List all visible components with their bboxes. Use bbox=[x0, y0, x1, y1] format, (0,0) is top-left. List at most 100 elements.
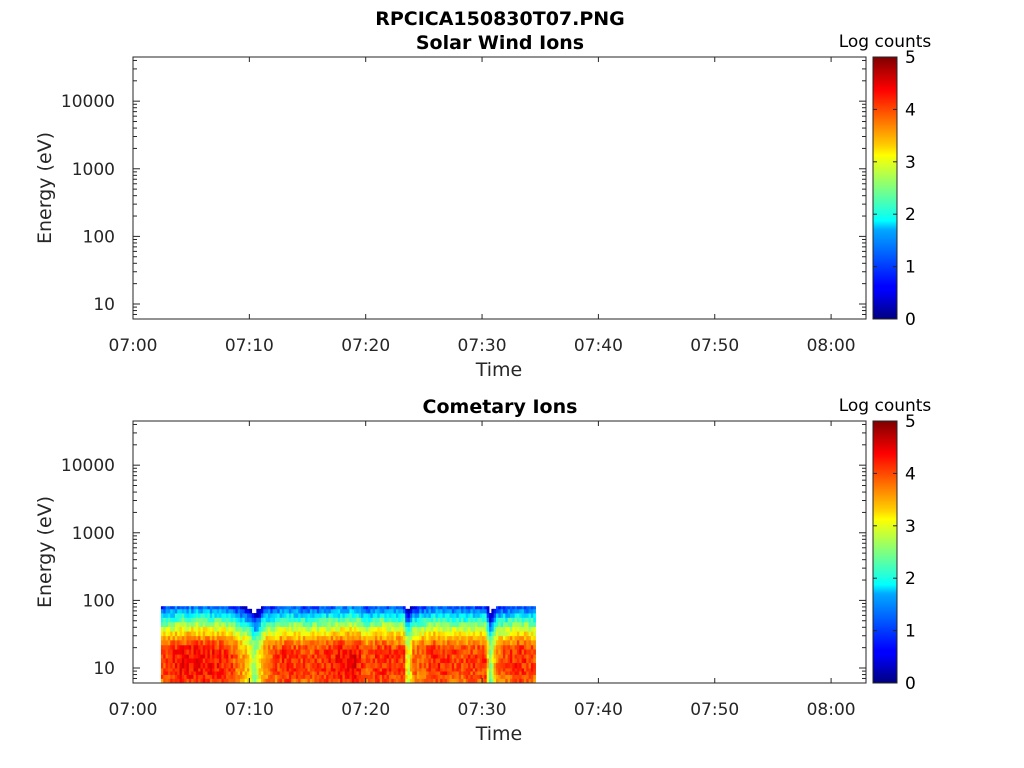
spectrogram-cell bbox=[500, 639, 504, 646]
spectrogram-cell bbox=[356, 617, 360, 623]
spectrogram-cell bbox=[377, 626, 381, 632]
spectrogram-cell bbox=[191, 671, 194, 675]
spectrogram-cell bbox=[247, 639, 250, 646]
spectrogram-cell bbox=[254, 671, 257, 675]
spectrogram-cell bbox=[461, 613, 464, 618]
spectrogram-cell bbox=[465, 631, 469, 637]
x-axis-label: Time bbox=[475, 723, 523, 745]
spectrogram-cell bbox=[202, 674, 206, 679]
spectrogram-cell bbox=[328, 613, 332, 618]
spectrogram-cell bbox=[265, 617, 269, 623]
spectrogram-cell bbox=[186, 668, 190, 672]
spectrogram-cell bbox=[184, 678, 187, 684]
spectrogram-cell bbox=[181, 606, 185, 610]
spectrogram-cell bbox=[205, 674, 208, 679]
spectrogram-cell bbox=[165, 654, 169, 659]
spectrogram-cell bbox=[247, 626, 250, 632]
spectrogram-cell bbox=[293, 654, 297, 659]
spectrogram-cell bbox=[165, 626, 169, 632]
spectrogram-cell bbox=[465, 671, 469, 675]
spectrogram-cell bbox=[284, 654, 287, 659]
spectrogram-cell bbox=[298, 671, 301, 675]
spectrogram-cell bbox=[400, 644, 404, 650]
spectrogram-cell bbox=[496, 658, 499, 664]
spectrogram-cell bbox=[237, 678, 241, 684]
spectrogram-cell bbox=[186, 613, 190, 618]
spectrogram-cell bbox=[249, 658, 253, 664]
spectrogram-cell bbox=[251, 662, 255, 669]
spectrogram-cell bbox=[316, 674, 320, 679]
spectrogram-cell bbox=[496, 654, 499, 659]
spectrogram-cell bbox=[400, 654, 404, 659]
spectrogram-cell bbox=[381, 613, 385, 618]
spectrogram-cell bbox=[468, 678, 471, 684]
spectrogram-cell bbox=[372, 644, 376, 650]
spectrogram-cell bbox=[186, 644, 190, 650]
spectrogram-cell bbox=[509, 658, 513, 664]
spectrogram-cell bbox=[254, 668, 257, 672]
spectrogram-cell bbox=[307, 635, 311, 641]
spectrogram-cell bbox=[363, 668, 367, 672]
spectrogram-cell bbox=[428, 613, 432, 618]
spectrogram-cell bbox=[230, 608, 234, 614]
spectrogram-cell bbox=[393, 668, 397, 672]
spectrogram-cell bbox=[461, 626, 464, 632]
spectrogram-cell bbox=[519, 613, 523, 618]
spectrogram-cell bbox=[482, 608, 485, 614]
spectrogram-cell bbox=[489, 649, 492, 655]
spectrogram-cell bbox=[328, 644, 332, 650]
spectrogram-cell bbox=[328, 635, 332, 641]
spectrogram-cell bbox=[330, 608, 334, 614]
spectrogram-cell bbox=[260, 654, 264, 659]
spectrogram-cell bbox=[523, 654, 527, 659]
spectrogram-cell bbox=[305, 654, 308, 659]
spectrogram-cell bbox=[316, 621, 320, 627]
spectrogram-cell bbox=[388, 644, 392, 650]
spectrogram-cell bbox=[205, 678, 208, 684]
spectrogram-cell bbox=[267, 613, 271, 618]
spectrogram-cell bbox=[523, 626, 527, 632]
spectrogram-cell bbox=[454, 608, 457, 614]
spectrogram-cell bbox=[281, 654, 285, 659]
spectrogram-cell bbox=[163, 644, 166, 650]
spectrogram-cell bbox=[437, 635, 441, 641]
spectrogram-cell bbox=[502, 668, 506, 672]
spectrogram-cell bbox=[307, 626, 311, 632]
spectrogram-cell bbox=[465, 658, 469, 664]
spectrogram-cell bbox=[370, 617, 374, 623]
spectrogram-cell bbox=[375, 658, 378, 664]
spectrogram-cell bbox=[193, 635, 197, 641]
spectrogram-cell bbox=[254, 662, 257, 669]
spectrogram-cell bbox=[207, 668, 211, 672]
spectrogram-cell bbox=[444, 658, 448, 664]
spectrogram-cell bbox=[177, 617, 180, 623]
spectrogram-cell bbox=[354, 678, 357, 684]
spectrogram-cell bbox=[472, 635, 476, 641]
spectrogram-cell bbox=[321, 626, 325, 632]
spectrogram-cell bbox=[533, 662, 536, 669]
spectrogram-cell bbox=[505, 626, 509, 632]
spectrogram-cell bbox=[463, 635, 467, 641]
spectrogram-cell bbox=[263, 644, 267, 650]
spectrogram-cell bbox=[258, 654, 262, 659]
spectrogram-cell bbox=[493, 674, 497, 679]
spectrogram-cell bbox=[530, 678, 534, 684]
spectrogram-cell bbox=[489, 671, 492, 675]
spectrogram-cell bbox=[216, 608, 220, 614]
spectrogram-cell bbox=[451, 617, 455, 623]
spectrogram-cell bbox=[240, 617, 243, 623]
spectrogram-cell bbox=[498, 639, 502, 646]
spectrogram-cell bbox=[184, 649, 187, 655]
spectrogram-cell bbox=[363, 626, 367, 632]
spectrogram-cell bbox=[456, 621, 460, 627]
spectrogram-cell bbox=[305, 631, 308, 637]
spectrogram-cell bbox=[340, 613, 343, 618]
spectrogram-cell bbox=[193, 621, 197, 627]
spectrogram-cell bbox=[226, 668, 229, 672]
spectrogram-cell bbox=[342, 621, 346, 627]
spectrogram-cell bbox=[284, 662, 287, 669]
spectrogram-cell bbox=[356, 662, 360, 669]
spectrogram-cell bbox=[363, 639, 367, 646]
spectrogram-cell bbox=[412, 658, 415, 664]
spectrogram-cell bbox=[165, 613, 169, 618]
